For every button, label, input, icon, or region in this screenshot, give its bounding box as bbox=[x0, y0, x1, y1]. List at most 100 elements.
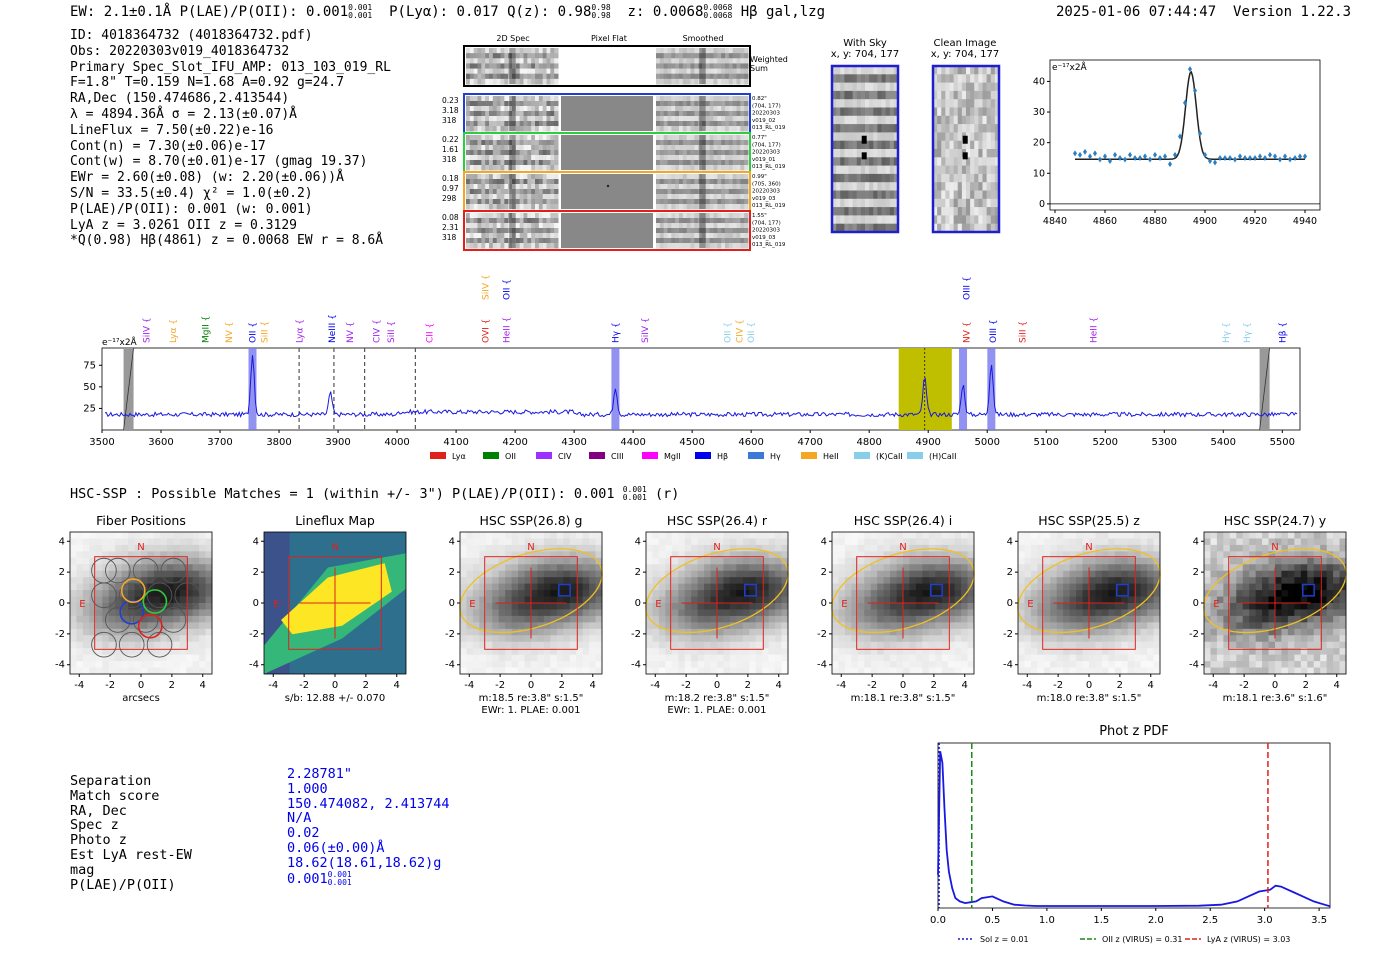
pixel bbox=[481, 194, 486, 200]
pixel bbox=[967, 635, 975, 643]
pixel bbox=[89, 544, 97, 552]
pixel bbox=[667, 165, 672, 171]
pixel bbox=[489, 179, 494, 185]
pixel bbox=[550, 628, 558, 636]
pixel bbox=[896, 596, 904, 604]
pixel bbox=[576, 557, 584, 565]
pixel bbox=[869, 132, 874, 142]
pixel bbox=[740, 78, 745, 85]
pixel bbox=[671, 238, 676, 244]
pixel bbox=[877, 654, 885, 662]
pixel bbox=[957, 132, 963, 142]
pixel bbox=[659, 179, 665, 185]
pixel bbox=[978, 215, 983, 225]
pixel bbox=[519, 145, 524, 151]
pixel bbox=[576, 532, 584, 539]
pixel bbox=[717, 603, 724, 610]
pixel bbox=[836, 99, 841, 108]
pixel bbox=[941, 648, 949, 656]
pixel bbox=[869, 74, 874, 83]
pixel bbox=[909, 532, 917, 539]
pixel bbox=[538, 233, 544, 239]
pixel bbox=[873, 198, 878, 208]
pixel bbox=[725, 174, 730, 180]
pixel bbox=[682, 199, 688, 205]
pixel bbox=[723, 538, 731, 546]
fiber-stat: 298 bbox=[442, 194, 457, 203]
pixel bbox=[728, 101, 734, 107]
pixel bbox=[205, 622, 213, 630]
pixel bbox=[128, 564, 135, 572]
pixel bbox=[937, 198, 942, 208]
pixel bbox=[768, 596, 776, 604]
pixel bbox=[721, 184, 726, 190]
pixel bbox=[883, 667, 891, 675]
pixel bbox=[556, 583, 564, 591]
pixel bbox=[922, 609, 930, 617]
pixel bbox=[728, 179, 734, 185]
pixel bbox=[500, 58, 505, 64]
pixel bbox=[705, 48, 711, 54]
pixel bbox=[909, 538, 917, 546]
pixel bbox=[531, 140, 536, 146]
pixel bbox=[469, 101, 475, 107]
pixel bbox=[755, 622, 763, 630]
pixel bbox=[496, 204, 501, 210]
pixel bbox=[479, 583, 487, 591]
pixel bbox=[472, 603, 480, 610]
pixel bbox=[709, 140, 714, 146]
pixel bbox=[704, 603, 711, 610]
pixel bbox=[838, 551, 846, 559]
pixel bbox=[671, 596, 679, 604]
pixel bbox=[141, 609, 148, 617]
pixel bbox=[466, 609, 474, 617]
pixel bbox=[173, 596, 181, 604]
pixel bbox=[166, 654, 174, 662]
pixel bbox=[554, 204, 559, 210]
pixel bbox=[550, 63, 555, 70]
pixel bbox=[466, 641, 474, 649]
pixel bbox=[869, 140, 874, 150]
pixel bbox=[744, 174, 749, 180]
pixel bbox=[851, 635, 859, 643]
pixel bbox=[473, 126, 478, 132]
pixel bbox=[469, 189, 475, 195]
pixel bbox=[515, 238, 521, 244]
pixel bbox=[511, 609, 519, 617]
footprint-box bbox=[484, 556, 578, 650]
pixel bbox=[537, 603, 545, 610]
pixel bbox=[543, 544, 551, 552]
pixel bbox=[721, 140, 726, 146]
x-tick-label: -4 bbox=[836, 680, 846, 691]
pixel bbox=[729, 551, 737, 559]
pixel bbox=[717, 551, 724, 559]
pixel bbox=[199, 551, 206, 559]
pixel bbox=[147, 590, 155, 597]
pixel bbox=[192, 615, 200, 623]
pixel bbox=[1153, 603, 1161, 610]
pixel bbox=[966, 149, 971, 158]
pixel bbox=[147, 570, 155, 578]
x-tick-label: 2 bbox=[363, 680, 369, 691]
pixel bbox=[671, 557, 679, 565]
pixel bbox=[937, 99, 942, 108]
pixel bbox=[466, 53, 471, 59]
pixel bbox=[937, 74, 942, 83]
pixel bbox=[1030, 544, 1038, 552]
pixel bbox=[873, 182, 878, 191]
pixel bbox=[466, 184, 471, 190]
pixel bbox=[856, 198, 862, 208]
pixel bbox=[986, 223, 992, 233]
pixel bbox=[877, 544, 885, 552]
pixel bbox=[732, 238, 737, 244]
pixel bbox=[709, 63, 714, 70]
pixel bbox=[1030, 609, 1038, 617]
y-tick-label: -2 bbox=[631, 629, 641, 640]
pixel bbox=[595, 570, 603, 578]
pixel bbox=[885, 90, 891, 100]
pixel bbox=[922, 538, 930, 546]
pixel bbox=[554, 53, 559, 59]
pixel bbox=[543, 609, 551, 617]
pixel bbox=[896, 551, 904, 559]
pixel bbox=[953, 190, 959, 200]
